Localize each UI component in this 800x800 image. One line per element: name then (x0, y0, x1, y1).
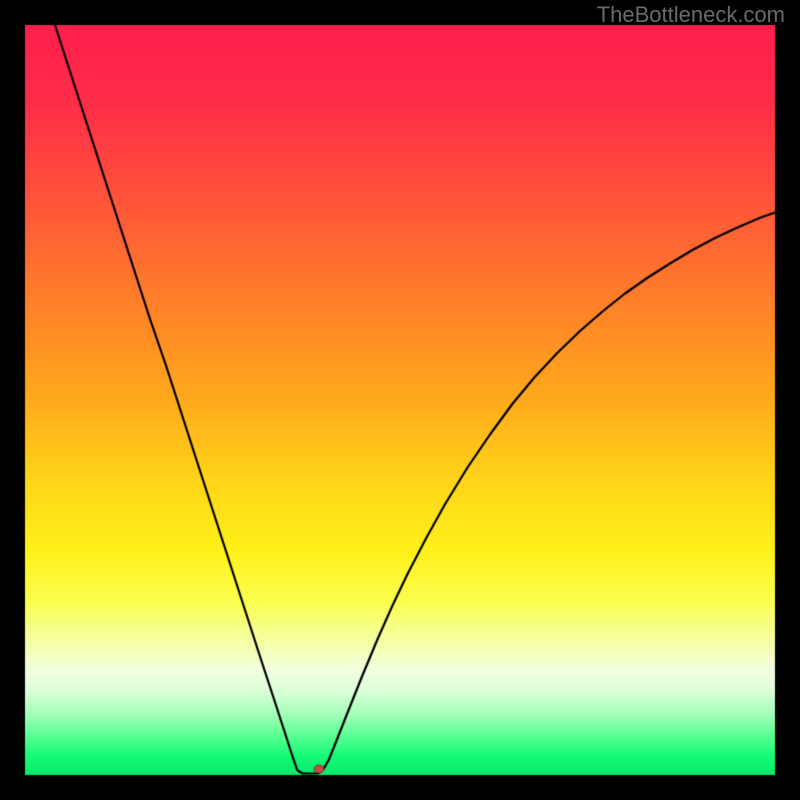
bottleneck-chart-canvas (0, 0, 800, 800)
watermark-text: TheBottleneck.com (597, 2, 785, 28)
chart-stage: TheBottleneck.com (0, 0, 800, 800)
